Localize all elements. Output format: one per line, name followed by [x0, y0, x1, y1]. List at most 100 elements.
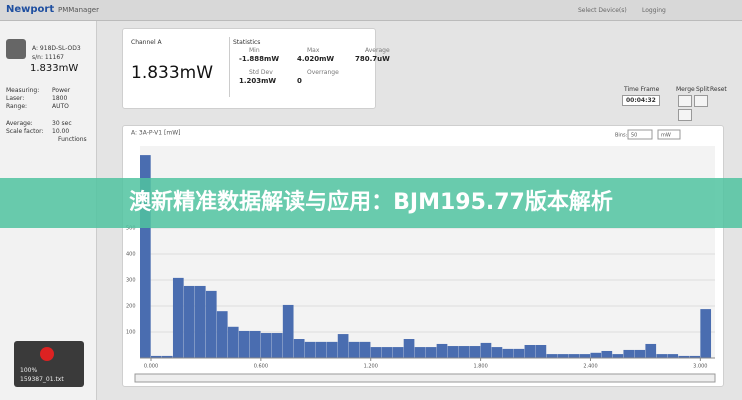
- split-button[interactable]: [694, 95, 708, 107]
- bins-value: 50: [631, 133, 637, 139]
- setting-value: Power: [52, 87, 71, 94]
- functions[interactable]: Functions: [58, 136, 87, 143]
- sensor-icon: [6, 39, 26, 59]
- sidebar-reading: 1.833mW: [30, 63, 79, 74]
- bar: [403, 339, 415, 358]
- time[interactable]: 00:04:32: [622, 95, 660, 106]
- setting-label: Measuring:: [6, 87, 40, 94]
- bar: [414, 347, 426, 358]
- bar: [150, 355, 162, 358]
- setting-label: Average:: [6, 120, 33, 127]
- bar: [524, 344, 536, 358]
- bar: [579, 354, 591, 358]
- bar: [601, 350, 613, 358]
- bar: [271, 333, 283, 358]
- bar: [293, 339, 305, 358]
- stats-title: Statistics: [233, 39, 261, 46]
- bar: [480, 342, 492, 358]
- y-tick-label: 200: [126, 303, 136, 309]
- stat-value: -1.888mW: [239, 55, 280, 63]
- bar: [425, 347, 437, 358]
- device-panel: 100% 159387_01.txt: [14, 341, 84, 387]
- stat-value: 780.7uW: [355, 55, 390, 63]
- bins-box[interactable]: [627, 129, 653, 140]
- y-tick-label: 400: [126, 251, 136, 257]
- reset: Reset: [710, 86, 727, 93]
- time-frame: Time Frame: [624, 86, 660, 93]
- stat-label: Min: [249, 47, 260, 54]
- channel-label: Channel A: [131, 39, 162, 46]
- sensor: A: 918D-SL-OD3: [32, 45, 81, 52]
- bar: [249, 330, 261, 358]
- merge-button[interactable]: [678, 95, 692, 107]
- x-tick-label: 1.800: [473, 364, 487, 370]
- bar: [700, 309, 712, 358]
- channel-card: Channel A 1.833mW Statistics Min -1.888mW…: [122, 28, 390, 109]
- unit: mW: [661, 133, 671, 139]
- bar: [502, 348, 514, 358]
- bar: [183, 285, 195, 358]
- setting-value: 10.00: [52, 128, 70, 135]
- bar: [194, 285, 206, 358]
- stat-value: 1.203mW: [239, 77, 277, 85]
- stat-label: Overrange: [307, 69, 339, 76]
- x-tick-label: 1.200: [364, 364, 378, 370]
- bar: [491, 347, 503, 358]
- bar: [469, 346, 481, 358]
- bar: [161, 355, 173, 358]
- device-led: [40, 347, 54, 361]
- chart: A: 3A-P-V1 [mW] Bins: 50 mW 100 200 300 400…: [126, 129, 716, 383]
- logo: Newport: [6, 4, 55, 15]
- y-tick-label: 300: [126, 277, 136, 283]
- bar: [667, 354, 679, 358]
- bins-label: Bins:: [615, 133, 628, 139]
- bar: [282, 304, 294, 358]
- logging[interactable]: Logging: [642, 7, 666, 14]
- y-tick-label: 500: [126, 225, 136, 231]
- x-tick-label: 2.400: [583, 364, 597, 370]
- setting-value: AUTO: [52, 103, 69, 110]
- bar: [678, 355, 690, 358]
- bar: [381, 347, 393, 358]
- bar: [172, 277, 184, 358]
- bar: [140, 155, 151, 358]
- stat-value: 0: [297, 77, 302, 85]
- device-level: 100%: [20, 367, 38, 374]
- bar: [535, 344, 547, 358]
- bar: [315, 341, 327, 358]
- reset-button[interactable]: [678, 109, 692, 121]
- bar: [689, 355, 701, 358]
- bar: [557, 354, 569, 358]
- bar: [359, 341, 371, 358]
- bar: [260, 333, 272, 358]
- bar: [370, 347, 382, 358]
- chart-card: A: 3A-P-V1 [mW] Bins: 50 mW 100 200 300 400…: [122, 125, 724, 387]
- bar: [568, 354, 580, 358]
- bar: [590, 352, 602, 358]
- y-tick-label: 100: [126, 329, 136, 335]
- bar: [227, 326, 239, 358]
- bar: [238, 330, 250, 358]
- bar: [546, 354, 558, 358]
- serial: s/n: 11167: [32, 54, 64, 61]
- controls: Time Frame 00:04:32 Merge Split Reset: [622, 86, 727, 121]
- bar: [304, 341, 316, 358]
- bar: [623, 349, 635, 358]
- buttons: [678, 95, 722, 123]
- setting-label: Scale factor:: [6, 128, 44, 135]
- bar: [458, 346, 470, 358]
- scrollbar[interactable]: [134, 373, 716, 383]
- x-tick-label: 0.000: [144, 364, 158, 370]
- bar: [348, 341, 360, 358]
- bar: [612, 354, 624, 358]
- x-tick-label: 3.000: [693, 364, 707, 370]
- bar: [326, 341, 338, 358]
- bar: [645, 343, 657, 358]
- banner: 澳新精准数据解读与应用：BJM195.77版本解析: [0, 178, 742, 228]
- split: Split: [696, 86, 710, 93]
- unit-box[interactable]: [657, 129, 681, 140]
- bar: [436, 343, 448, 358]
- device-select[interactable]: Select Device(s): [578, 7, 627, 14]
- app-name: PMManager: [58, 6, 99, 14]
